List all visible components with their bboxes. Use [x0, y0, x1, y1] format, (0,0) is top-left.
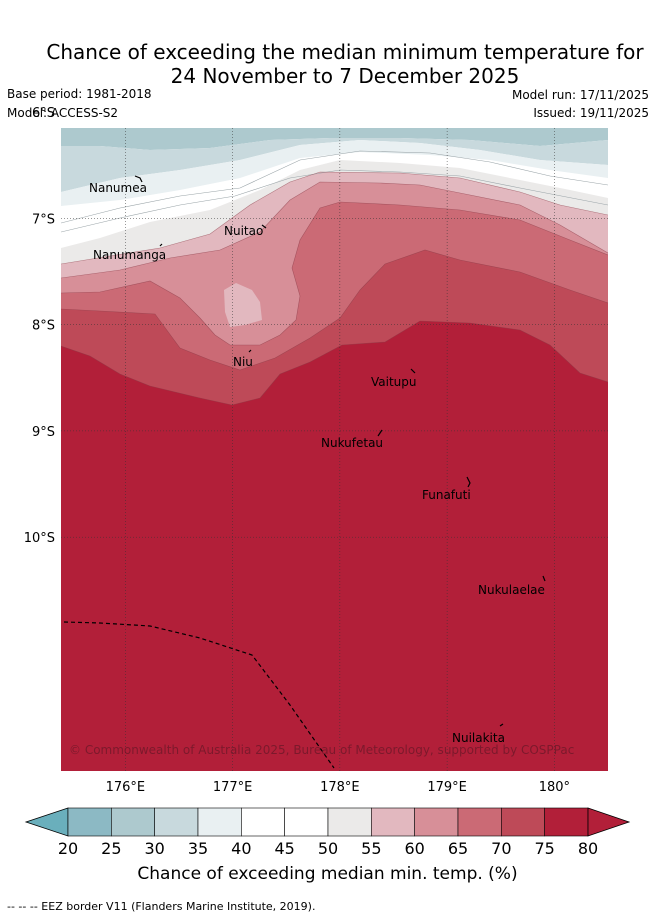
colorbar-tick-label: 60: [404, 839, 425, 858]
colorbar-tick-label: 35: [187, 839, 209, 858]
base-period: Base period: 1981-2018: [7, 87, 152, 101]
y-tick-label: 7°S: [32, 212, 55, 227]
island-nanumanga: [159, 243, 163, 247]
place-label-niu: Niu: [233, 355, 253, 369]
colorbar: [24, 807, 631, 837]
island-funafuti: [466, 476, 471, 488]
place-label-nanumea: Nanumea: [89, 181, 147, 195]
colorbar-tick-label: 45: [274, 839, 295, 858]
colorbar-segment: [197, 807, 242, 837]
colorbar-segment: [371, 807, 415, 837]
graticule: [61, 128, 608, 771]
colorbar-segment: [154, 807, 199, 837]
colorbar-segment: [284, 807, 329, 837]
colorbar-tick-label: 55: [361, 839, 382, 858]
island-nukufetau: [377, 429, 383, 437]
colorbar-tick-label: 65: [447, 839, 469, 858]
x-tick-label: 177°E: [213, 780, 253, 795]
islands: [134, 175, 546, 727]
x-tick-label: 179°E: [427, 780, 467, 795]
place-label-nukufetau: Nukufetau: [321, 436, 383, 450]
copyright-notice: © Commonwealth of Australia 2025, Bureau…: [69, 743, 574, 757]
place-label-nuitao: Nuitao: [224, 224, 263, 238]
colorbar-segment: [111, 807, 155, 837]
place-label-nukulaelae: Nukulaelae: [478, 583, 545, 597]
colorbar-segment: [414, 807, 459, 837]
x-tick-label: 178°E: [320, 780, 360, 795]
issued-date: Issued: 19/11/2025: [533, 106, 649, 120]
colorbar-tick-label: 70: [491, 839, 512, 858]
place-label-vaitupu: Vaitupu: [371, 375, 417, 389]
y-tick-label: 10°S: [24, 531, 55, 546]
y-tick-label: 8°S: [32, 319, 55, 334]
colorbar-over-arrow: [587, 807, 631, 837]
colorbar-tick-label: 75: [534, 839, 555, 858]
island-nanumea: [134, 175, 143, 183]
colorbar-tick-label: 20: [57, 839, 79, 858]
colorbar-under-arrow: [24, 807, 69, 837]
colorbar-segment: [501, 807, 545, 837]
colorbar-label: Chance of exceeding median min. temp. (%…: [137, 864, 518, 884]
band-above-80: [61, 321, 608, 771]
colorbar-segment: [327, 807, 372, 837]
y-tick-label: 9°S: [32, 425, 55, 440]
island-niu: [248, 349, 252, 353]
colorbar-tick-label: 40: [231, 839, 252, 858]
colorbar-tick-label: 30: [144, 839, 165, 858]
model-run: Model run: 17/11/2025: [511, 88, 649, 102]
x-tick-label: 176°E: [106, 780, 146, 795]
x-tick-label: 180°: [539, 780, 570, 795]
place-label-nuilakita: Nuilakita: [452, 731, 505, 745]
title-line-1: Chance of exceeding the median minimum t…: [46, 40, 644, 64]
model-name: Model: ACCESS-S2: [7, 106, 119, 120]
colorbar-segment: [457, 807, 502, 837]
island-nuilakita: [499, 723, 504, 727]
eez-footnote: -- -- -- EEZ border V11 (Flanders Marine…: [7, 900, 316, 913]
y-tick-label: 6°S: [32, 106, 55, 121]
band-25-30: [61, 128, 608, 150]
colorbar-tick-label: 50: [317, 839, 339, 858]
band-35-45: [61, 140, 608, 206]
band-30-35: [61, 138, 608, 192]
place-label-funafuti: Funafuti: [422, 488, 471, 502]
island-nukulaelae: [542, 575, 546, 582]
band-60-65-pocket: [224, 283, 262, 327]
colorbar-tick-label: 80: [577, 839, 599, 858]
island-nuitao: [261, 224, 267, 229]
colorbar-segment: [241, 807, 285, 837]
island-vaitupu: [410, 368, 416, 374]
place-label-nanumanga: Nanumanga: [93, 248, 166, 262]
colorbar-segment: [544, 807, 589, 837]
colorbar-tick-label: 25: [101, 839, 122, 858]
eez-border: [63, 621, 335, 769]
colorbar-segment: [67, 807, 112, 837]
title-line-2: 24 November to 7 December 2025: [170, 64, 520, 88]
